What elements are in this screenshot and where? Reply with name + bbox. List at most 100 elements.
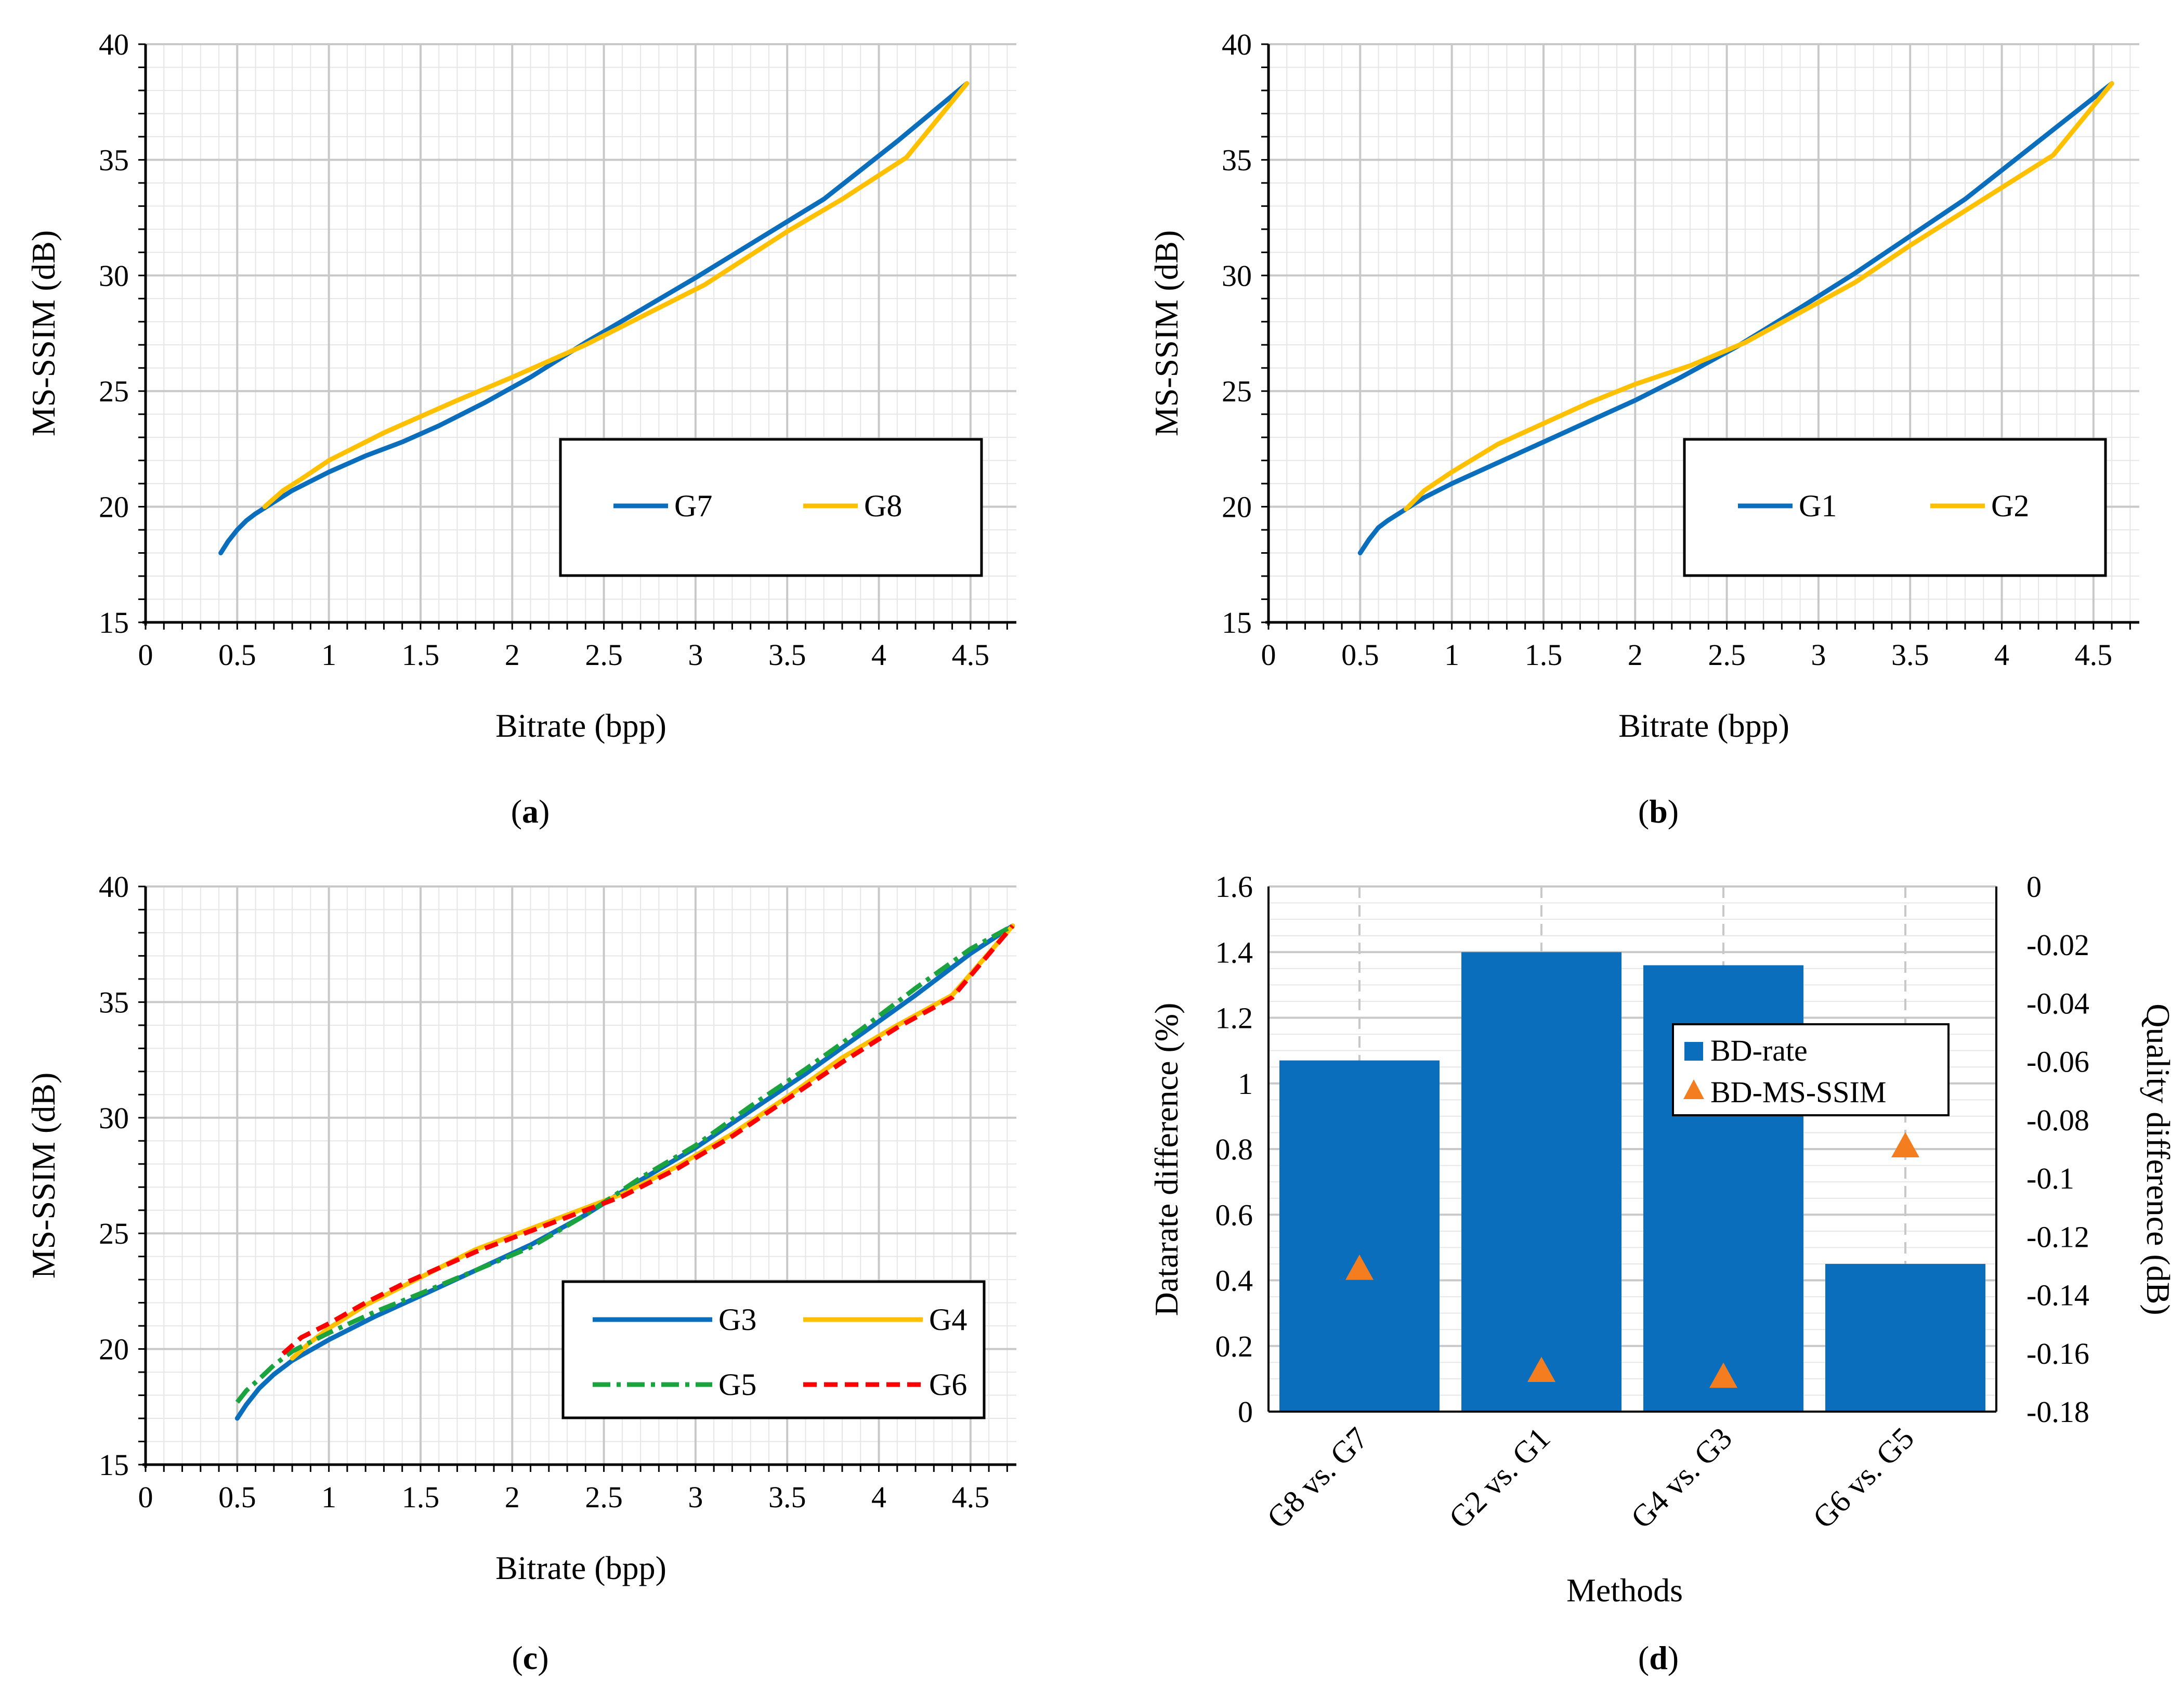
y2-axis-title: Quality difference (dB) [2140,1003,2177,1315]
y-tick-label: 0.4 [1215,1264,1253,1298]
x-tick-label: 0.5 [1341,638,1379,672]
x-tick-label: 2 [1628,638,1643,672]
y-tick-label: 20 [1222,490,1252,524]
x-tick-label: 4.5 [952,1480,990,1514]
y-tick-label: 40 [99,870,129,904]
caption-letter: c [523,1639,538,1676]
y-tick-label: 0.8 [1215,1132,1253,1166]
y2-tick-label: -0.04 [2026,986,2089,1020]
legend-label-G2: G2 [1991,489,2029,523]
x-tick-label: 4.5 [952,638,990,672]
legend-label-G7: G7 [674,489,712,523]
marker-BD-MS-SSIM [1891,1132,1919,1157]
legend-box [1672,1023,1950,1116]
y2-tick-label: 0 [2026,870,2042,904]
x-tick-label: 1.5 [402,1480,440,1514]
x-tick-label: 4 [1994,638,2009,672]
series-line-G2 [1404,81,2114,512]
category-label: G2 vs. G1 [1442,1421,1557,1535]
legend-swatch-BD-MS-SSIM [1683,1079,1704,1099]
category-label: G6 vs. G5 [1806,1421,1920,1535]
marker-BD-MS-SSIM [1709,1362,1737,1388]
x-tick-label: 1.5 [1525,638,1563,672]
legend-label-G8: G8 [864,489,902,523]
y2-tick-label: -0.16 [2026,1337,2089,1371]
x-tick-label: 2.5 [1708,638,1746,672]
y-tick-label: 30 [99,259,129,293]
series-line-G8 [262,81,970,510]
bar-BD-rate [1461,952,1621,1412]
x-tick-label: 3 [688,638,703,672]
category-label: G4 vs. G3 [1624,1421,1738,1535]
caption-letter: b [1649,793,1668,830]
y-tick-label: 35 [99,143,129,177]
y-tick-label: 30 [1222,259,1252,293]
series-line-G1 [1357,81,2114,556]
legend-label-G3: G3 [718,1302,756,1337]
x-tick-label: 4 [871,638,886,672]
x-tick-label: 2.5 [585,1480,623,1514]
y2-tick-label: -0.12 [2026,1220,2089,1254]
x-axis-title: Methods [1566,1572,1683,1609]
legend-label-G1: G1 [1799,489,1837,523]
panel-caption: (b) [1638,793,1679,830]
panel-c: 0 0.5 1 1.5 2 2.5 3 3.5 4 4.5 15 20 25 30 35 40 Bitrate … [25,870,1016,1676]
y-tick-label: 15 [99,1448,129,1482]
caption-letter: a [522,793,539,830]
series-line-G6 [281,924,1015,1355]
x-tick-label: 0 [138,1480,153,1514]
y2-tick-label: -0.1 [2026,1162,2074,1195]
y-tick-label: 15 [1222,606,1252,640]
y-tick-label: 35 [1222,143,1252,177]
x-tick-label: 3.5 [768,638,806,672]
y-tick-label: 1 [1238,1067,1253,1101]
panel-caption: (a) [511,793,550,830]
panel-b: 0 0.5 1 1.5 2 2.5 3 3.5 4 4.5 15 20 25 30 35 40 Bitrate … [1148,28,2139,830]
x-tick-label: 0.5 [218,638,256,672]
legend-label-G6: G6 [929,1367,967,1402]
y-tick-label: 1.2 [1215,1001,1253,1035]
y-tick-label: 1.6 [1215,870,1253,904]
x-tick-label: 2 [505,1480,520,1514]
x-tick-label: 2.5 [585,638,623,672]
legend-label-G4: G4 [929,1302,967,1337]
x-tick-label: 0 [1261,638,1276,672]
x-tick-label: 0 [138,638,153,672]
marker-BD-MS-SSIM [1527,1356,1555,1382]
bar-BD-rate [1279,1060,1440,1412]
panel-caption: (d) [1638,1639,1679,1676]
legend-box [561,1280,986,1419]
x-axis-title: Bitrate (bpp) [1618,707,1789,744]
y-axis-title: Datarate difference (%) [1148,1003,1185,1316]
y-tick-label: 35 [99,985,129,1019]
y-tick-label: 25 [99,1217,129,1250]
y-tick-label: 30 [99,1101,129,1135]
x-tick-label: 3 [688,1480,703,1514]
panel-caption: (c) [512,1639,548,1676]
y-tick-label: 25 [99,374,129,408]
legend-label-BD-rate: BD-rate [1710,1034,1808,1067]
y-tick-label: 40 [1222,28,1252,61]
y-tick-label: 25 [1222,374,1252,408]
y-tick-label: 0.2 [1215,1329,1253,1363]
series-line-G5 [235,923,1014,1404]
panel-a: 0 0.5 1 1.5 2 2.5 3 3.5 4 4.5 15 20 25 30 35 40 Bitrate … [25,28,1016,830]
y-tick-label: 40 [99,28,129,61]
x-axis-title: Bitrate (bpp) [495,1549,666,1586]
legend-label-BD-MS-SSIM: BD-MS-SSIM [1710,1075,1886,1109]
y2-tick-label: -0.08 [2026,1103,2089,1137]
x-tick-label: 4 [871,1480,886,1514]
bar-BD-rate [1825,1263,1985,1412]
category-label: G8 vs. G7 [1260,1421,1375,1535]
x-tick-label: 3.5 [1891,638,1929,672]
y-tick-label: 20 [99,1333,129,1366]
y-axis-title: MS-SSIM (dB) [1148,230,1185,437]
y-tick-label: 15 [99,606,129,640]
x-tick-label: 1 [1444,638,1459,672]
y2-tick-label: -0.06 [2026,1045,2089,1079]
y-tick-label: 0.6 [1215,1198,1253,1232]
x-tick-label: 2 [505,638,520,672]
x-tick-label: 1 [321,638,336,672]
x-tick-label: 3.5 [768,1480,806,1514]
